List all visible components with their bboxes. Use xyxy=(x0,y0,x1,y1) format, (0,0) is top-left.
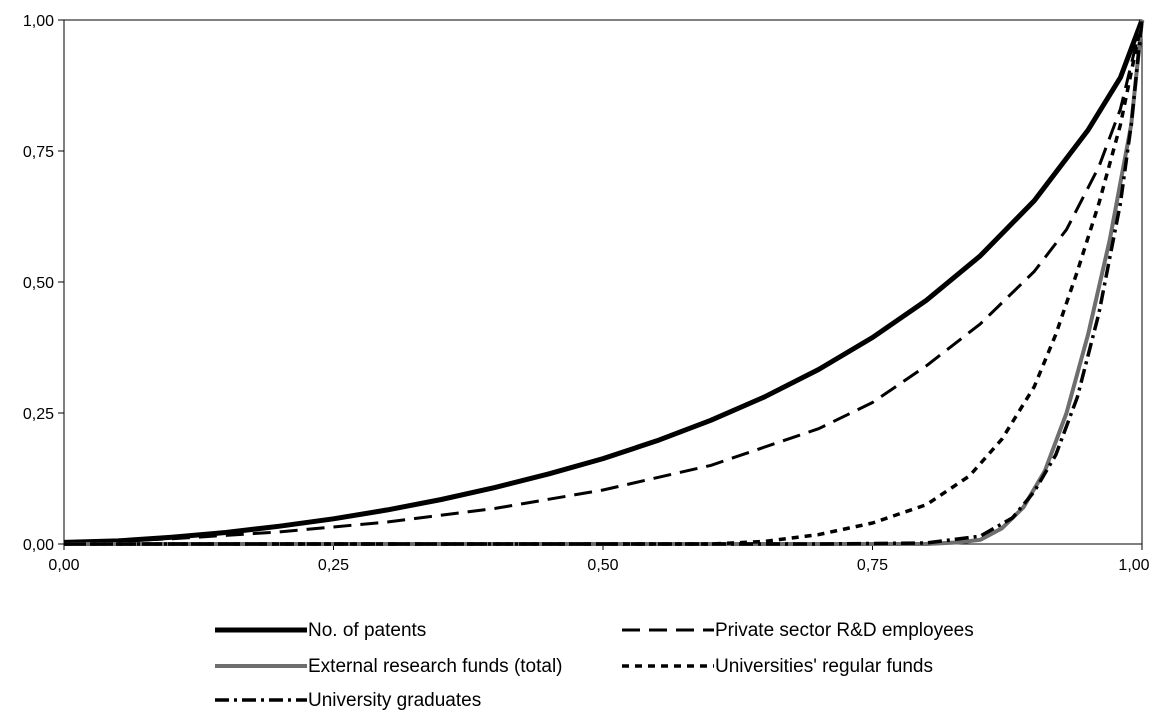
y-tick-label: 0,75 xyxy=(23,144,54,161)
series-line-no-of-patents xyxy=(63,19,1145,545)
series-line-universities-regular-funds xyxy=(64,19,1144,546)
legend-label-universities-regular-funds: Universities' regular funds xyxy=(715,656,933,677)
series-line-external-research-funds-total xyxy=(64,19,1144,546)
series-line-university-graduates xyxy=(64,19,1144,546)
y-tick-label: 0,50 xyxy=(23,275,54,292)
legend-label-no-of-patents: No. of patents xyxy=(308,620,426,641)
legend: No. of patents Private sector R&D employe… xyxy=(215,620,974,711)
series-group xyxy=(63,19,1145,546)
x-tick-label: 0,75 xyxy=(857,557,888,574)
legend-label-private-sector-r-d-employees: Private sector R&D employees xyxy=(715,620,974,641)
y-tick-label: 1,00 xyxy=(23,13,54,30)
x-tick-label: 0,50 xyxy=(587,557,618,574)
y-tick-label: 0,25 xyxy=(23,406,54,423)
x-tick-label: 0,00 xyxy=(48,557,79,574)
plot-area xyxy=(63,19,1143,545)
series-line-private-sector-r-d-employees xyxy=(63,19,1144,545)
legend-label-university-graduates: University graduates xyxy=(308,690,481,711)
legend-label-external-research-funds-total: External research funds (total) xyxy=(308,656,563,677)
axes: 0,00 0,25 0,50 0,75 1,00 0,00 0,25 0,50 0,75 1,00 xyxy=(23,13,1150,574)
x-tick-label: 0,25 xyxy=(318,557,349,574)
x-tick-label: 1,00 xyxy=(1118,557,1149,574)
y-tick-label: 0,00 xyxy=(23,537,54,554)
